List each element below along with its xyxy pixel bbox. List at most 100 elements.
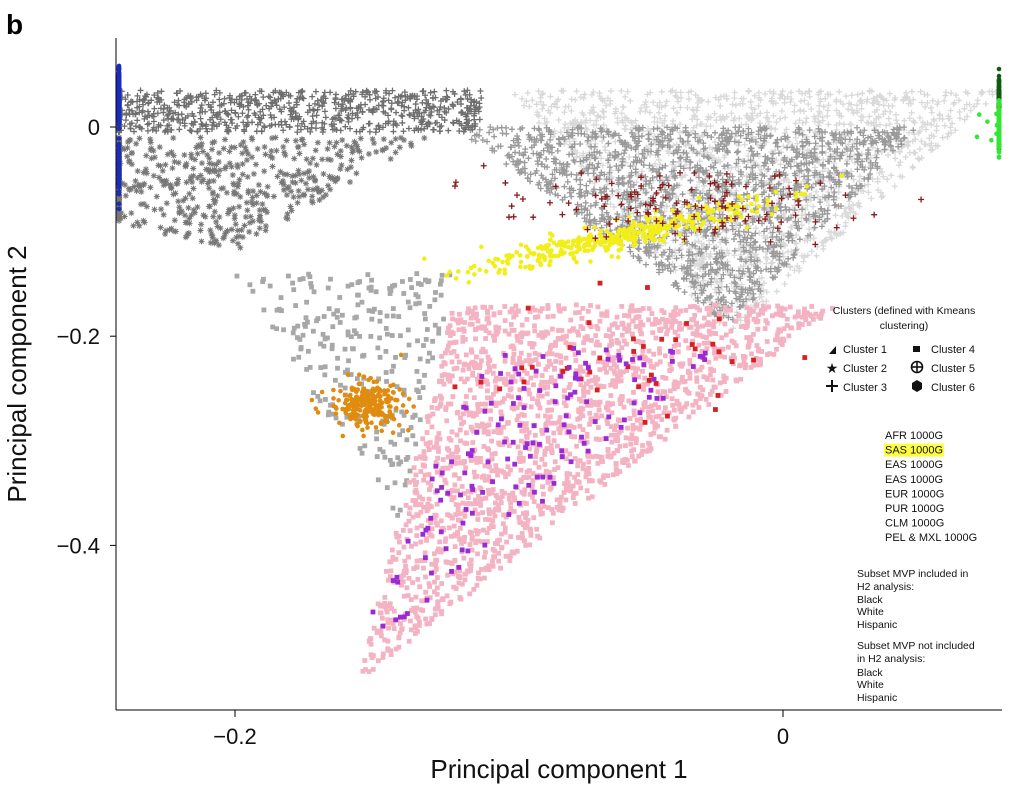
- data-point: [685, 89, 692, 96]
- data-point: [767, 133, 774, 140]
- data-point: [778, 136, 785, 143]
- data-point: [150, 172, 157, 179]
- data-point: [558, 87, 565, 94]
- data-point: [122, 192, 129, 199]
- data-point: [598, 189, 605, 196]
- data-point: [783, 176, 790, 183]
- data-point: [784, 184, 791, 191]
- data-point: [309, 113, 316, 120]
- data-point: [700, 254, 707, 261]
- data-point: [886, 121, 893, 128]
- data-point: [831, 189, 838, 196]
- data-point: [405, 104, 412, 111]
- data-point: [724, 247, 731, 254]
- data-point: [800, 258, 807, 265]
- data-point: [911, 131, 918, 138]
- data-point: [657, 115, 664, 122]
- data-point: [932, 142, 939, 149]
- data-point: [712, 94, 719, 101]
- data-point: [628, 129, 635, 136]
- data-point: [245, 189, 252, 196]
- data-point: [471, 116, 478, 123]
- data-point: [731, 89, 738, 96]
- data-point: [852, 210, 859, 217]
- data-point: [431, 88, 438, 95]
- data-point: [837, 230, 844, 237]
- data-point: [758, 166, 765, 173]
- data-point: [562, 121, 569, 128]
- data-point: [570, 118, 577, 125]
- data-point: [773, 288, 780, 295]
- data-point: [952, 127, 959, 134]
- data-point: [535, 88, 542, 95]
- data-point: [754, 112, 761, 119]
- data-point: [647, 142, 654, 149]
- data-point: [583, 182, 590, 189]
- data-point: [919, 124, 926, 131]
- data-point: [799, 206, 806, 213]
- series-dark-gray-spread: [116, 134, 428, 251]
- data-point: [718, 117, 725, 124]
- data-point: [580, 150, 587, 157]
- data-point: [678, 94, 685, 101]
- data-point: [789, 211, 796, 218]
- scatter-points: [116, 63, 1002, 674]
- data-point: [243, 199, 250, 206]
- data-point: [793, 240, 800, 247]
- data-point: [853, 190, 860, 197]
- data-point: [136, 135, 143, 142]
- data-point: [845, 214, 852, 221]
- data-point: [366, 128, 373, 135]
- data-point: [775, 150, 782, 157]
- data-point: [316, 197, 323, 204]
- data-point: [865, 176, 872, 183]
- data-point: [845, 141, 852, 148]
- data-point: [171, 217, 178, 224]
- data-point: [210, 213, 217, 220]
- data-point: [755, 163, 762, 170]
- data-point: [692, 113, 699, 120]
- data-point: [824, 112, 831, 119]
- data-point: [857, 98, 864, 105]
- data-point: [503, 161, 510, 168]
- data-point: [869, 100, 876, 107]
- data-point: [511, 91, 518, 98]
- data-point: [499, 130, 506, 137]
- data-point: [221, 95, 228, 102]
- data-point: [646, 109, 653, 116]
- data-point: [670, 117, 677, 124]
- data-point: [594, 113, 601, 120]
- data-point: [608, 88, 615, 95]
- data-point: [836, 88, 843, 95]
- data-point: [587, 117, 594, 124]
- data-point: [564, 178, 571, 185]
- data-point: [841, 121, 848, 128]
- data-point: [808, 106, 815, 113]
- data-point: [315, 102, 322, 109]
- data-point: [157, 162, 164, 169]
- data-point: [262, 151, 269, 158]
- data-point: [619, 104, 626, 111]
- data-point: [856, 173, 863, 180]
- data-point: [806, 226, 813, 233]
- data-point: [731, 236, 738, 243]
- data-point: [858, 113, 865, 120]
- data-point: [821, 237, 828, 244]
- data-point: [537, 151, 544, 158]
- data-point: [285, 183, 292, 190]
- data-point: [539, 91, 546, 98]
- data-point: [153, 193, 160, 200]
- data-point: [787, 89, 794, 96]
- data-point: [562, 103, 569, 110]
- data-point: [773, 157, 780, 164]
- data-point: [730, 117, 737, 124]
- data-point: [522, 146, 529, 153]
- data-point: [731, 95, 738, 102]
- data-point: [678, 174, 685, 181]
- data-point: [620, 119, 627, 126]
- data-point: [896, 148, 903, 155]
- data-point: [707, 261, 714, 268]
- data-point: [780, 143, 787, 150]
- data-point: [198, 221, 205, 228]
- data-point: [707, 114, 714, 121]
